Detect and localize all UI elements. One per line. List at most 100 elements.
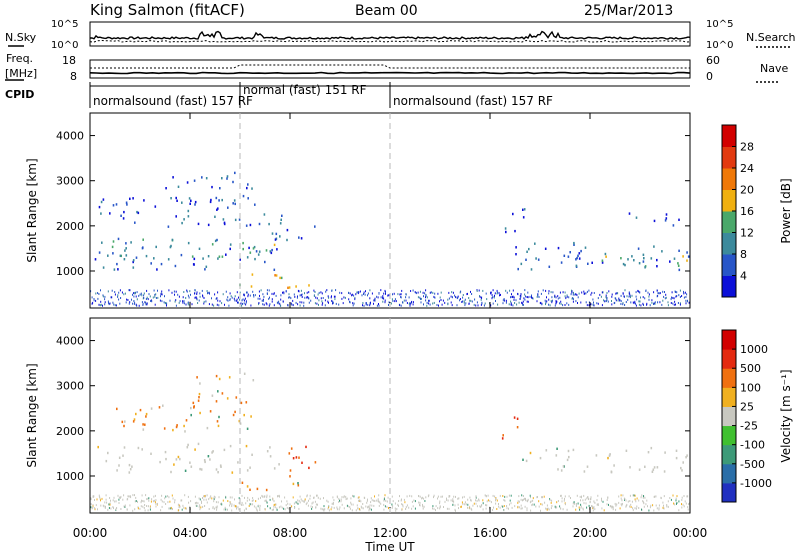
ground-scatter-cell [150, 300, 152, 302]
echo-cell [560, 261, 563, 264]
ground-scatter-cell [382, 296, 384, 299]
ground-scatter-cell [146, 296, 148, 299]
ground-scatter-cell [145, 494, 147, 497]
ground-scatter-cell [536, 300, 538, 303]
ground-scatter-cell [672, 494, 674, 497]
ground-scatter-cell [555, 301, 557, 304]
ground-scatter-cell [686, 293, 688, 296]
ground-scatter-cell [511, 293, 512, 296]
ground-scatter-cell [570, 293, 572, 296]
ground-scatter-cell [215, 506, 217, 509]
ground-scatter-cell [275, 294, 277, 297]
ground-scatter-cell [238, 497, 240, 500]
ground-scatter-cell [90, 290, 92, 293]
ground-scatter-cell [651, 299, 653, 302]
ground-scatter-cell [271, 300, 273, 303]
ground-scatter-cell [518, 500, 520, 503]
ground-scatter-cell [97, 292, 99, 294]
echo-cell [142, 428, 145, 431]
colorbar-segment [722, 125, 736, 147]
ground-scatter-cell [607, 496, 609, 499]
ground-scatter-cell [462, 300, 464, 303]
ground-scatter-cell [313, 496, 315, 499]
ground-scatter-cell [572, 505, 574, 508]
ground-scatter-cell [482, 499, 484, 502]
ground-scatter-cell [333, 295, 335, 298]
echo-cell [563, 254, 566, 257]
echo-cell [577, 254, 579, 257]
echo-cell [601, 259, 604, 262]
echo-cell [245, 401, 248, 404]
ground-scatter-cell [331, 295, 332, 298]
station-title: King Salmon (fitACF) [90, 1, 245, 19]
ground-scatter-cell [580, 499, 581, 502]
ground-scatter-cell [420, 301, 422, 304]
echo-cell [305, 445, 307, 449]
echo-cell [100, 200, 103, 204]
ground-scatter-cell [248, 505, 250, 507]
ground-scatter-cell [654, 301, 656, 304]
echo-cell [234, 202, 236, 206]
ground-scatter-cell [318, 291, 320, 294]
ground-scatter-cell [546, 508, 548, 511]
ground-scatter-cell [183, 291, 185, 293]
echo-cell [254, 257, 256, 261]
ground-scatter-cell [671, 296, 672, 299]
ground-scatter-cell [608, 290, 610, 293]
ground-scatter-cell [606, 296, 607, 299]
ground-scatter-cell [124, 506, 126, 508]
ground-scatter-cell [133, 292, 135, 295]
ground-scatter-cell [454, 294, 456, 297]
colorbar-segment [722, 168, 736, 190]
ground-scatter-cell [665, 293, 667, 296]
ground-scatter-cell [245, 303, 247, 306]
echo-cell [535, 257, 537, 260]
nave-tick-bottom: 0 [706, 70, 713, 83]
ground-scatter-cell [285, 290, 287, 293]
ground-scatter-cell [440, 299, 442, 301]
ground-scatter-cell [345, 495, 347, 498]
ground-scatter-cell [166, 304, 167, 307]
ground-scatter-cell [353, 302, 355, 305]
ground-scatter-cell [577, 302, 578, 304]
ground-scatter-cell [166, 302, 168, 305]
ground-scatter-cell [490, 291, 492, 294]
echo-cell [191, 255, 194, 258]
ground-scatter-cell [227, 296, 229, 299]
echo-cell [200, 468, 203, 471]
ground-scatter-cell [399, 293, 401, 296]
ground-scatter-cell [144, 301, 146, 304]
echo-cell [246, 256, 249, 259]
ground-scatter-cell [585, 502, 587, 505]
ground-scatter-cell [181, 508, 183, 511]
ground-scatter-cell [583, 494, 585, 497]
echo-cell [122, 217, 125, 220]
ground-scatter-cell [142, 505, 144, 508]
ground-scatter-cell [662, 506, 664, 509]
ground-scatter-cell [171, 291, 173, 294]
ground-scatter-cell [560, 302, 562, 305]
ground-scatter-cell [648, 509, 650, 512]
echo-cell [107, 451, 109, 455]
ground-scatter-cell [687, 508, 689, 511]
echo-cell [501, 437, 504, 440]
ground-scatter-cell [401, 508, 403, 511]
ground-scatter-cell [289, 503, 291, 506]
ground-scatter-cell [272, 498, 274, 501]
ground-scatter-cell [136, 291, 138, 294]
echo-cell [187, 241, 190, 245]
ground-scatter-cell [338, 303, 340, 306]
echo-cell [162, 404, 164, 407]
echo-cell [595, 454, 598, 457]
ground-scatter-cell [453, 495, 455, 498]
echo-cell [562, 465, 565, 468]
ground-scatter-cell [686, 495, 688, 498]
echo-cell [183, 218, 185, 221]
ground-scatter-cell [312, 506, 313, 509]
ground-scatter-cell [269, 498, 271, 501]
ground-scatter-cell [155, 502, 157, 505]
ground-scatter-cell [394, 300, 396, 303]
ground-scatter-cell [136, 298, 138, 301]
ground-scatter-cell [402, 301, 403, 304]
ground-scatter-cell [554, 304, 556, 307]
